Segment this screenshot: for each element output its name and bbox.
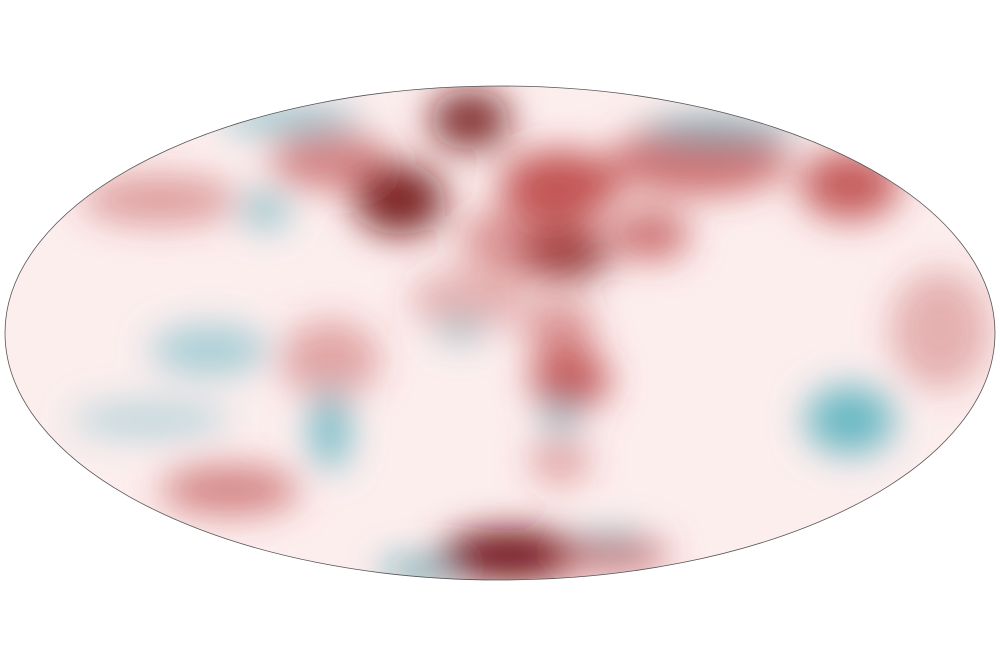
cool-anomaly-region bbox=[240, 192, 290, 228]
cool-anomaly-region bbox=[310, 390, 350, 470]
warm-anomaly-region bbox=[890, 270, 990, 390]
warm-anomaly-region bbox=[430, 90, 510, 150]
cool-anomaly-region bbox=[805, 385, 895, 455]
cool-anomaly-region bbox=[542, 397, 578, 433]
warm-anomaly-region bbox=[440, 530, 580, 580]
anomaly-blobs bbox=[70, 90, 990, 580]
warm-anomaly-region bbox=[80, 175, 240, 225]
cool-anomaly-region bbox=[70, 402, 230, 438]
cool-anomaly-region bbox=[435, 318, 485, 342]
globe-fill bbox=[5, 86, 995, 580]
warm-anomaly-region bbox=[355, 165, 445, 235]
warm-anomaly-region bbox=[610, 210, 690, 260]
warm-anomaly-region bbox=[530, 435, 590, 485]
cool-anomaly-region bbox=[570, 532, 650, 548]
warm-anomaly-region bbox=[410, 270, 530, 330]
globe-outline bbox=[4, 85, 996, 581]
cool-anomaly-region bbox=[640, 116, 800, 144]
cool-anomaly-region bbox=[150, 325, 270, 375]
cool-anomaly-region bbox=[220, 106, 360, 134]
warm-anomaly-region bbox=[525, 300, 595, 360]
warm-anomaly-region bbox=[800, 150, 900, 220]
warm-anomaly-region bbox=[530, 350, 610, 410]
warm-anomaly-region bbox=[500, 150, 620, 220]
warm-anomaly-region bbox=[460, 205, 600, 275]
warm-anomaly-region bbox=[280, 320, 380, 400]
warm-anomaly-region bbox=[160, 465, 300, 515]
warm-anomaly-region bbox=[270, 130, 390, 190]
warm-anomaly-region bbox=[550, 540, 670, 570]
